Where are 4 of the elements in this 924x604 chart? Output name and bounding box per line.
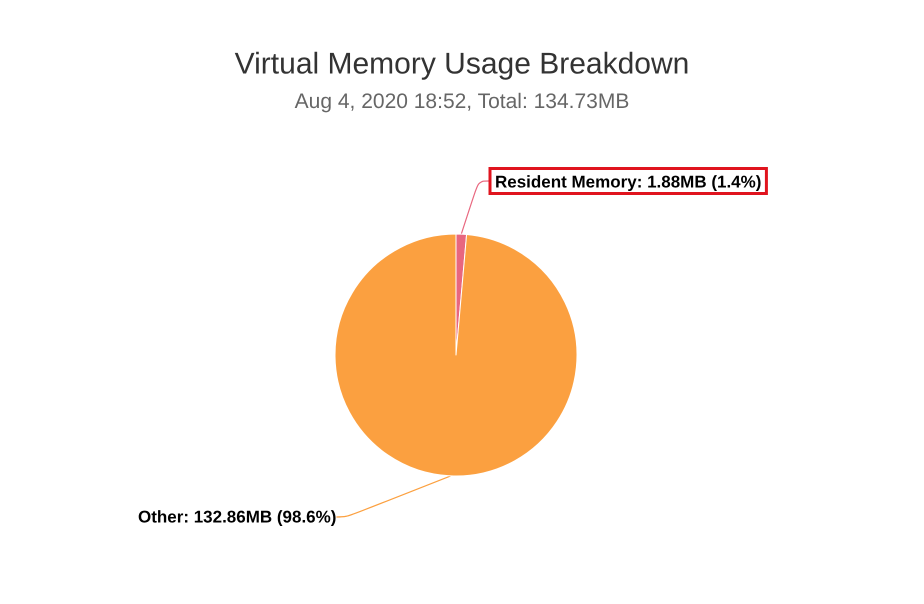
slice-label: Other: 132.86MB (98.6%) [138,508,336,526]
chart-subtitle: Aug 4, 2020 18:52, Total: 134.73MB [294,90,630,113]
chart-title: Virtual Memory Usage Breakdown [234,48,690,80]
slice-label: Resident Memory: 1.88MB (1.4%) [495,172,762,192]
